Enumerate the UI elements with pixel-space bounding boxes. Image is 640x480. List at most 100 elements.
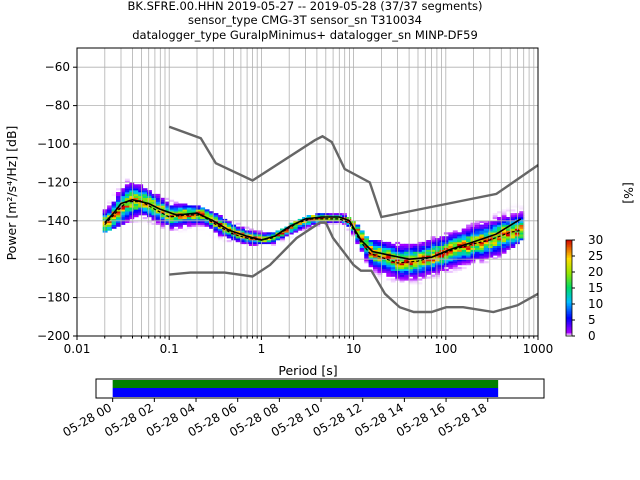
heatmap-cell (107, 220, 112, 223)
heatmap-cell (479, 240, 485, 243)
heatmap-cell (386, 265, 392, 268)
heatmap-cell (142, 199, 148, 202)
heatmap-cell (417, 255, 423, 258)
heatmap-cell (470, 251, 476, 254)
heatmap-cell (412, 255, 418, 258)
heatmap-cell (492, 247, 498, 250)
heatmap-cell (111, 226, 117, 229)
heatmap-cell (151, 215, 157, 218)
heatmap-cell (133, 195, 139, 198)
heatmap-cell (182, 217, 188, 220)
heatmap-cell (337, 220, 343, 223)
heatmap-cell (399, 276, 405, 279)
heatmap-cell (412, 268, 418, 271)
heatmap-cell (178, 230, 183, 233)
heatmap-cell (448, 270, 454, 273)
heatmap-cell (138, 193, 144, 197)
heatmap-cell (497, 241, 502, 245)
heatmap-cell (506, 218, 511, 222)
heatmap-cell (417, 278, 423, 281)
heatmap-cell (483, 228, 489, 231)
heatmap-cell (120, 197, 126, 200)
heatmap-cell (164, 201, 170, 204)
heatmap-cell (160, 199, 166, 202)
heatmap-cell (479, 230, 485, 233)
heatmap-cell (235, 236, 241, 239)
heatmap-cell (129, 190, 135, 193)
heatmap-cell (262, 241, 268, 245)
heatmap-cell (408, 274, 414, 277)
colorbar-segment (566, 297, 572, 300)
heatmap-cell (169, 224, 175, 227)
heatmap-cell (457, 261, 463, 264)
heatmap-cell (373, 253, 378, 256)
heatmap-cell (302, 234, 307, 237)
heatmap-cell (151, 203, 157, 206)
heatmap-cell (475, 224, 480, 227)
heatmap-cell (111, 213, 117, 216)
heatmap-cell (359, 249, 365, 252)
heatmap-cell (271, 232, 276, 235)
heatmap-cell (399, 265, 405, 268)
heatmap-cell (386, 247, 392, 250)
heatmap-cell (328, 215, 334, 218)
heatmap-cell (306, 224, 312, 227)
heatmap-cell (510, 238, 516, 241)
heatmap-cell (488, 253, 494, 256)
heatmap-cell (182, 209, 188, 212)
colorbar-segment (566, 249, 572, 252)
heatmap-cell (457, 255, 463, 258)
heatmap-cell (492, 249, 498, 252)
heatmap-cell (129, 211, 135, 214)
heatmap-cell (510, 245, 516, 248)
heatmap-cell (404, 278, 409, 281)
heatmap-cell (497, 236, 502, 239)
heatmap-cell (116, 203, 121, 206)
heatmap-cell (355, 230, 361, 233)
heatmap-cell (470, 259, 476, 262)
heatmap-cell (408, 265, 414, 268)
heatmap-cell (120, 205, 126, 208)
heatmap-cell (124, 207, 130, 210)
heatmap-cell (200, 218, 206, 222)
heatmap-cell (452, 249, 458, 252)
heatmap-cell (421, 266, 427, 270)
heatmap-cell (248, 243, 254, 246)
heatmap-cell (142, 203, 148, 206)
heatmap-cell (164, 197, 170, 200)
heatmap-cell (430, 268, 436, 271)
heatmap-cell (315, 224, 321, 227)
heatmap-cell (151, 193, 157, 197)
heatmap-cell (173, 207, 179, 210)
heatmap-cell (200, 217, 206, 220)
heatmap-cell (452, 240, 458, 243)
heatmap-cell (386, 261, 392, 264)
heatmap-cell (160, 220, 166, 223)
heatmap-cell (186, 220, 192, 223)
heatmap-cell (155, 209, 161, 212)
heatmap-cell (479, 247, 485, 250)
heatmap-cell (457, 232, 463, 235)
heatmap-cell (284, 230, 290, 233)
heatmap-cell (426, 276, 432, 279)
heatmap-cell (368, 257, 374, 260)
heatmap-cell (191, 207, 197, 210)
heatmap-cell (501, 249, 507, 252)
heatmap-cell (475, 255, 480, 258)
heatmap-cell (430, 240, 436, 243)
heatmap-cell (475, 226, 480, 229)
heatmap-cell (355, 238, 361, 241)
heatmap-cell (266, 234, 272, 237)
heatmap-cell (173, 228, 179, 231)
heatmap-cell (448, 243, 454, 246)
heatmap-cell (479, 220, 485, 223)
heatmap-cell (217, 232, 223, 235)
heatmap-cell (151, 211, 157, 214)
heatmap-cell (386, 278, 392, 281)
heatmap-cell (510, 234, 516, 237)
heatmap-cell (297, 236, 303, 239)
heatmap-cell (209, 222, 214, 225)
heatmap-cell (501, 224, 507, 227)
heatmap-cell (288, 228, 294, 231)
colorbar-segment (566, 305, 572, 308)
